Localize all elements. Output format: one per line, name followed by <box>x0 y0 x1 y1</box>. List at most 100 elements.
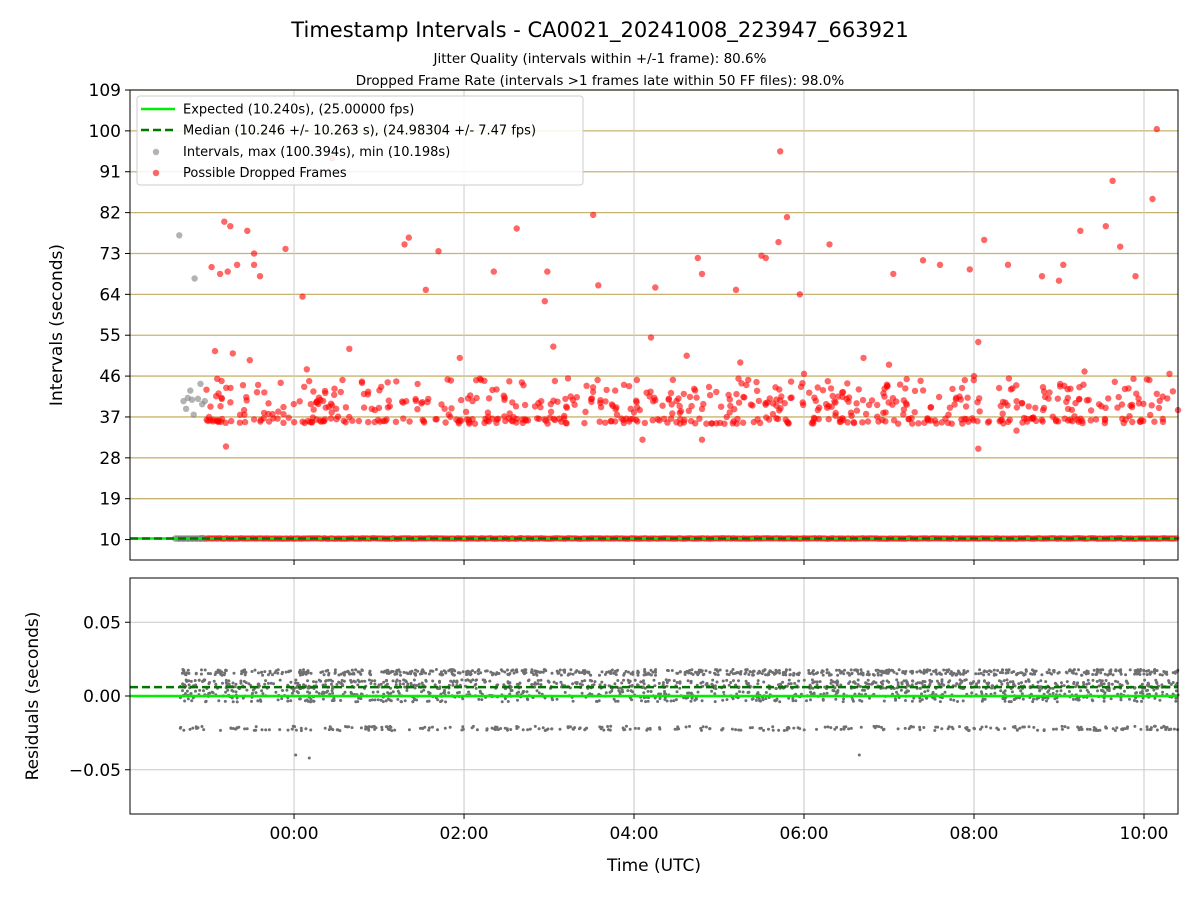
residual-point <box>1089 728 1092 731</box>
residual-point <box>458 691 461 694</box>
dropped-frame-point <box>655 416 661 422</box>
residual-point <box>452 680 455 683</box>
residual-point <box>564 691 567 694</box>
residual-point <box>868 673 871 676</box>
dropped-frame-point <box>386 397 392 403</box>
residual-point <box>428 700 431 703</box>
residual-point <box>778 669 781 672</box>
dropped-frame-point <box>280 404 286 410</box>
dropped-frame-point <box>634 404 640 410</box>
residual-point <box>476 728 479 731</box>
dropped-frame-point <box>356 418 362 424</box>
residual-point <box>882 680 885 683</box>
residual-point <box>285 671 288 674</box>
residual-point <box>382 681 385 684</box>
chart-subtitle-dropped: Dropped Frame Rate (intervals >1 frames … <box>356 73 845 89</box>
residual-point <box>292 725 295 728</box>
dropped-frame-point <box>737 359 743 365</box>
residual-point <box>944 672 947 675</box>
residual-point <box>468 672 471 675</box>
dropped-frame-point <box>1132 273 1138 279</box>
top-y-tick-label: 109 <box>89 81 121 101</box>
residual-point <box>1107 683 1110 686</box>
dropped-frame-point <box>1021 415 1027 421</box>
residual-point <box>653 679 656 682</box>
residual-point <box>822 674 825 677</box>
dropped-frame-point <box>274 415 280 421</box>
residual-point <box>187 697 190 700</box>
residual-point <box>332 697 335 700</box>
residual-point <box>926 689 929 692</box>
residual-point <box>540 671 543 674</box>
residual-point <box>1086 728 1089 731</box>
residual-point <box>974 672 977 675</box>
residual-point <box>387 670 390 673</box>
dropped-frame-point <box>813 398 819 404</box>
residual-point <box>647 690 650 693</box>
residual-point <box>1136 700 1139 703</box>
residual-point <box>630 689 633 692</box>
residual-point <box>1000 683 1003 686</box>
residual-point <box>641 680 644 683</box>
residual-point <box>313 700 316 703</box>
interval-point <box>191 412 197 418</box>
residual-point <box>308 691 311 694</box>
dropped-frame-point <box>756 398 762 404</box>
dropped-frame-point <box>261 389 267 395</box>
residual-point <box>572 700 575 703</box>
residual-point <box>471 678 474 681</box>
dropped-frame-point <box>727 396 733 402</box>
interval-point <box>187 387 193 393</box>
residual-point <box>928 679 931 682</box>
dropped-frame-point <box>1039 417 1045 423</box>
dropped-frame-point <box>879 417 885 423</box>
dropped-frame-point <box>826 241 832 247</box>
residual-point <box>536 689 539 692</box>
residual-point <box>431 726 434 729</box>
residual-point <box>935 669 938 672</box>
residual-point <box>442 691 445 694</box>
dropped-frame-point <box>217 403 223 409</box>
residual-point <box>1174 700 1177 703</box>
dropped-frame-point <box>1093 416 1099 422</box>
dropped-frame-point <box>435 248 441 254</box>
residual-point <box>937 682 940 685</box>
residual-point <box>778 672 781 675</box>
dropped-frame-point <box>491 268 497 274</box>
residual-point <box>217 699 220 702</box>
dropped-frame-point <box>581 420 587 426</box>
residual-point <box>423 726 426 729</box>
residual-point <box>839 670 842 673</box>
residual-point <box>506 729 509 732</box>
residual-point <box>716 681 719 684</box>
interval-point <box>183 406 189 412</box>
residual-point <box>721 699 724 702</box>
residual-point <box>784 671 787 674</box>
dropped-frame-point <box>227 385 233 391</box>
residual-point <box>679 670 682 673</box>
dropped-frame-point <box>441 406 447 412</box>
residual-point <box>587 671 590 674</box>
residual-point <box>753 670 756 673</box>
dropped-frame-point <box>751 419 757 425</box>
residual-point <box>373 679 376 682</box>
dropped-frame-point <box>286 415 292 421</box>
residual-point <box>372 691 375 694</box>
dropped-frame-point <box>799 380 805 386</box>
dropped-frame-point <box>998 403 1004 409</box>
residual-point <box>297 691 300 694</box>
residual-point <box>1052 692 1055 695</box>
dropped-frame-point <box>860 355 866 361</box>
residual-point <box>813 680 816 683</box>
dropped-frame-point <box>247 357 253 363</box>
top-y-tick-label: 46 <box>99 367 121 387</box>
residual-point <box>1156 729 1159 732</box>
dropped-frame-point <box>1013 427 1019 433</box>
residual-point <box>649 728 652 731</box>
residual-point <box>993 692 996 695</box>
residual-point <box>823 686 826 689</box>
residual-point <box>1108 689 1111 692</box>
residual-point <box>996 669 999 672</box>
interval-point <box>189 397 195 403</box>
residual-point <box>475 678 478 681</box>
